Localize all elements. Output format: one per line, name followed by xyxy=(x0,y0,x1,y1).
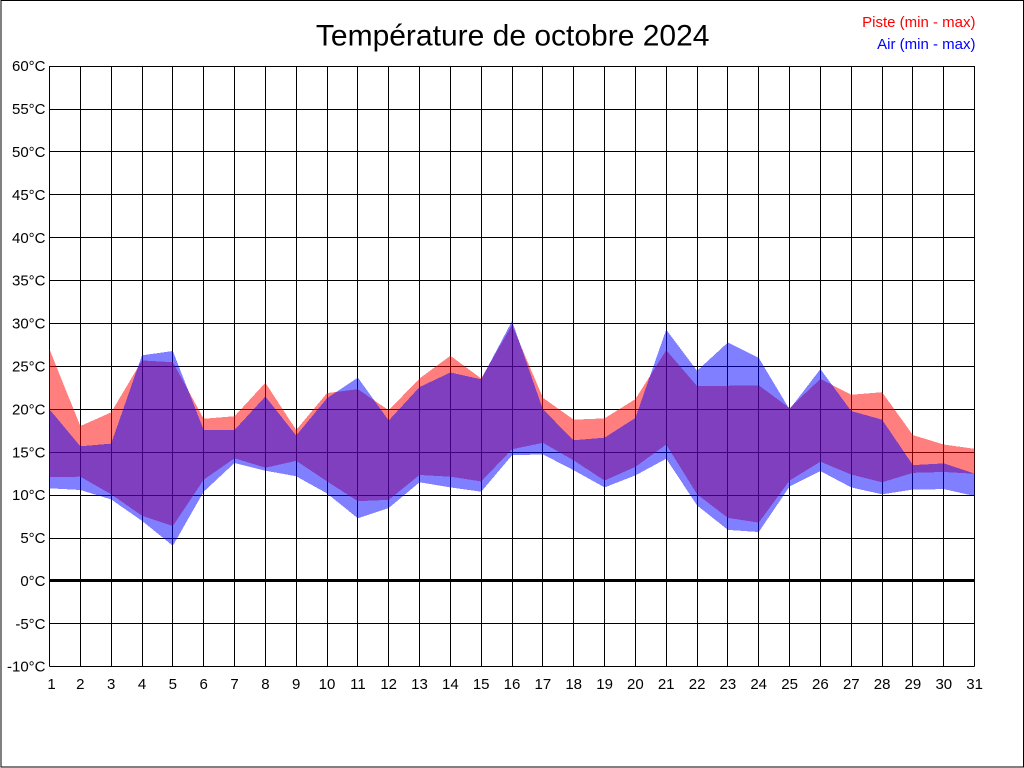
svg-text:24: 24 xyxy=(750,676,767,693)
svg-text:Piste (min - max): Piste (min - max) xyxy=(862,14,975,31)
svg-text:13: 13 xyxy=(411,676,428,693)
svg-text:15: 15 xyxy=(473,676,490,693)
svg-text:35°C: 35°C xyxy=(12,273,46,290)
svg-text:1: 1 xyxy=(47,676,55,693)
svg-text:6: 6 xyxy=(200,676,208,693)
svg-text:-5°C: -5°C xyxy=(15,616,45,633)
svg-text:12: 12 xyxy=(380,676,397,693)
svg-text:10: 10 xyxy=(319,676,336,693)
svg-text:18: 18 xyxy=(565,676,582,693)
svg-text:50°C: 50°C xyxy=(12,144,46,161)
svg-text:17: 17 xyxy=(535,676,552,693)
svg-text:28: 28 xyxy=(874,676,891,693)
svg-text:9: 9 xyxy=(292,676,300,693)
svg-text:27: 27 xyxy=(843,676,860,693)
svg-text:23: 23 xyxy=(720,676,737,693)
svg-text:20: 20 xyxy=(627,676,644,693)
svg-text:-10°C: -10°C xyxy=(7,659,46,676)
svg-text:11: 11 xyxy=(350,676,366,693)
svg-text:22: 22 xyxy=(689,676,706,693)
svg-text:16: 16 xyxy=(504,676,521,693)
svg-text:Température de octobre 2024: Température de octobre 2024 xyxy=(316,20,710,53)
svg-text:2: 2 xyxy=(76,676,84,693)
svg-text:26: 26 xyxy=(812,676,829,693)
svg-text:15°C: 15°C xyxy=(12,444,46,461)
svg-text:5: 5 xyxy=(169,676,177,693)
svg-text:0°C: 0°C xyxy=(20,573,45,590)
svg-text:30: 30 xyxy=(935,676,952,693)
svg-text:31: 31 xyxy=(966,676,983,693)
svg-text:25: 25 xyxy=(781,676,798,693)
svg-text:3: 3 xyxy=(107,676,115,693)
svg-text:5°C: 5°C xyxy=(20,530,45,547)
svg-text:20°C: 20°C xyxy=(12,401,46,418)
svg-text:19: 19 xyxy=(596,676,613,693)
svg-text:10°C: 10°C xyxy=(12,487,46,504)
svg-text:25°C: 25°C xyxy=(12,359,46,376)
svg-text:14: 14 xyxy=(442,676,459,693)
svg-text:29: 29 xyxy=(905,676,922,693)
svg-text:Air (min - max): Air (min - max) xyxy=(877,36,975,53)
svg-text:4: 4 xyxy=(138,676,146,693)
svg-text:45°C: 45°C xyxy=(12,187,46,204)
svg-text:8: 8 xyxy=(261,676,269,693)
svg-text:55°C: 55°C xyxy=(12,101,46,118)
svg-text:60°C: 60°C xyxy=(12,58,46,75)
svg-text:7: 7 xyxy=(230,676,238,693)
svg-text:21: 21 xyxy=(658,676,675,693)
svg-text:30°C: 30°C xyxy=(12,316,46,333)
svg-text:40°C: 40°C xyxy=(12,230,46,247)
